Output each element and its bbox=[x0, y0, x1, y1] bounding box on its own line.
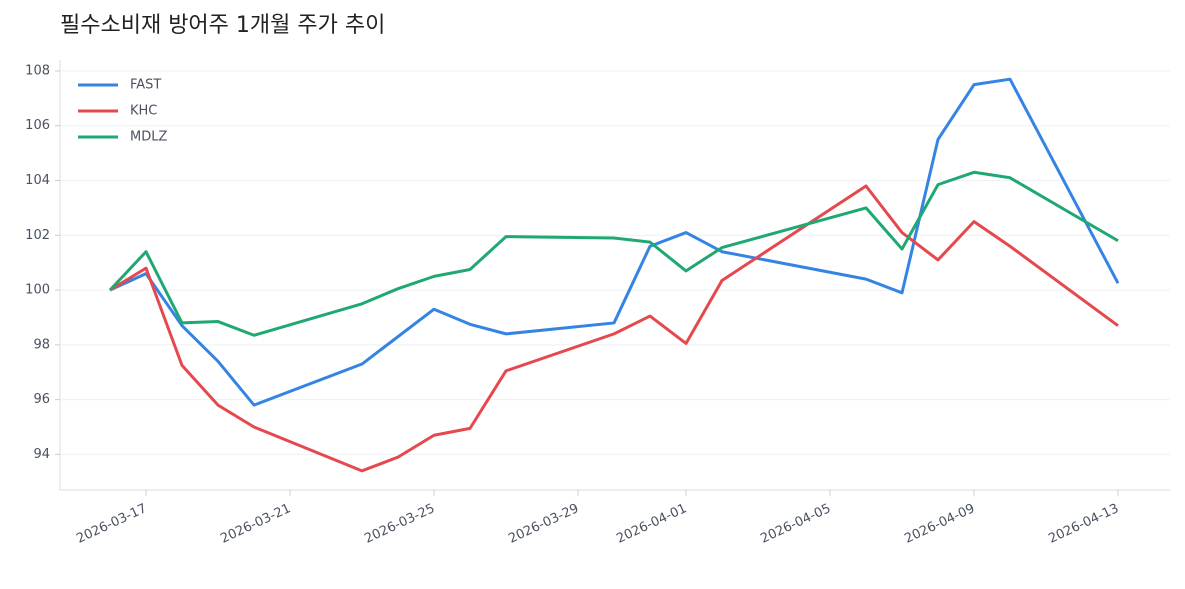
legend-label: KHC bbox=[130, 104, 157, 119]
x-tick-label: 2026-04-09 bbox=[902, 501, 977, 547]
x-tick-label: 2026-04-13 bbox=[1046, 501, 1121, 547]
x-tick-label: 2026-03-21 bbox=[218, 501, 293, 547]
legend-label: FAST bbox=[130, 78, 161, 93]
y-tick-label: 96 bbox=[33, 392, 50, 407]
x-tick-label: 2026-03-25 bbox=[362, 501, 437, 547]
y-tick-label: 108 bbox=[25, 63, 50, 78]
x-tick-label: 2026-03-29 bbox=[506, 501, 581, 547]
x-tick-label: 2026-03-17 bbox=[74, 501, 149, 547]
chart-title: 필수소비재 방어주 1개월 주가 추이 bbox=[60, 13, 385, 38]
y-tick-label: 98 bbox=[33, 337, 50, 352]
y-tick-label: 100 bbox=[25, 283, 50, 298]
legend-label: MDLZ bbox=[130, 130, 167, 145]
series-line bbox=[109, 184, 1119, 473]
series-line bbox=[109, 77, 1120, 407]
x-tick-label: 2026-04-05 bbox=[758, 501, 833, 547]
x-tick-label: 2026-04-01 bbox=[614, 501, 689, 547]
y-tick-label: 94 bbox=[33, 447, 50, 462]
y-tick-label: 102 bbox=[25, 228, 50, 243]
y-tick-label: 104 bbox=[25, 173, 50, 188]
y-tick-label: 106 bbox=[25, 118, 50, 133]
series-line bbox=[108, 170, 1119, 337]
